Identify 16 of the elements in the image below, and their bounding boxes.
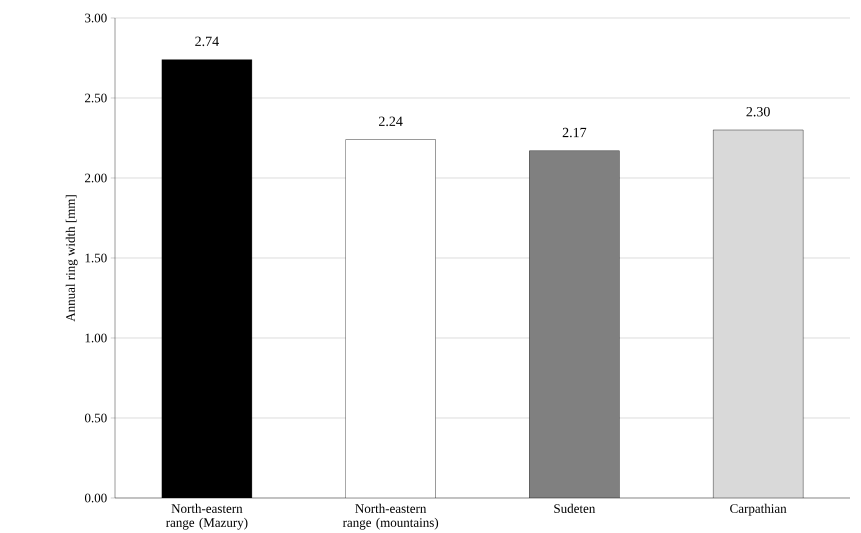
x-tick-label: North-eastern range (mountains) (342, 504, 438, 530)
y-axis-title: Annual ring width [mm] (66, 195, 78, 322)
data-label: 2.17 (562, 128, 586, 138)
y-tick-label: 0.00 (84, 494, 107, 502)
y-tick-label: 1.50 (86, 254, 107, 262)
data-label: 2.24 (378, 116, 403, 126)
x-tick-label: Carpathian (730, 504, 786, 516)
x-tick-label: North-eastern range (Mazury) (166, 504, 248, 530)
x-tick-label: Sudeten (554, 504, 596, 513)
y-tick-label: 2.50 (85, 94, 107, 102)
data-label: 2.30 (746, 106, 770, 116)
y-tick-label: 0.50 (84, 414, 107, 422)
y-tick-label: 1.00 (86, 334, 107, 342)
data-label: 2.74 (195, 36, 219, 46)
y-tick-label: 2.00 (85, 174, 107, 182)
y-tick-label: 3.00 (85, 14, 107, 22)
